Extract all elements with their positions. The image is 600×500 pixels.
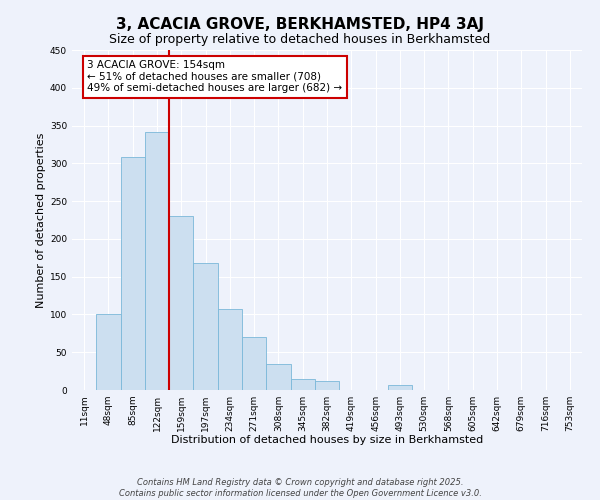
Text: Contains HM Land Registry data © Crown copyright and database right 2025.
Contai: Contains HM Land Registry data © Crown c… xyxy=(119,478,481,498)
Text: Size of property relative to detached houses in Berkhamsted: Size of property relative to detached ho… xyxy=(109,32,491,46)
Bar xyxy=(169,216,193,390)
Bar xyxy=(315,381,339,390)
Bar xyxy=(145,132,169,390)
Bar xyxy=(96,314,121,390)
Bar xyxy=(266,364,290,390)
Text: 3 ACACIA GROVE: 154sqm
← 51% of detached houses are smaller (708)
49% of semi-de: 3 ACACIA GROVE: 154sqm ← 51% of detached… xyxy=(88,60,343,94)
Bar xyxy=(193,263,218,390)
Bar xyxy=(290,380,315,390)
X-axis label: Distribution of detached houses by size in Berkhamsted: Distribution of detached houses by size … xyxy=(171,436,483,446)
Bar xyxy=(218,309,242,390)
Bar xyxy=(121,158,145,390)
Y-axis label: Number of detached properties: Number of detached properties xyxy=(36,132,46,308)
Bar xyxy=(388,386,412,390)
Bar xyxy=(242,337,266,390)
Text: 3, ACACIA GROVE, BERKHAMSTED, HP4 3AJ: 3, ACACIA GROVE, BERKHAMSTED, HP4 3AJ xyxy=(116,18,484,32)
